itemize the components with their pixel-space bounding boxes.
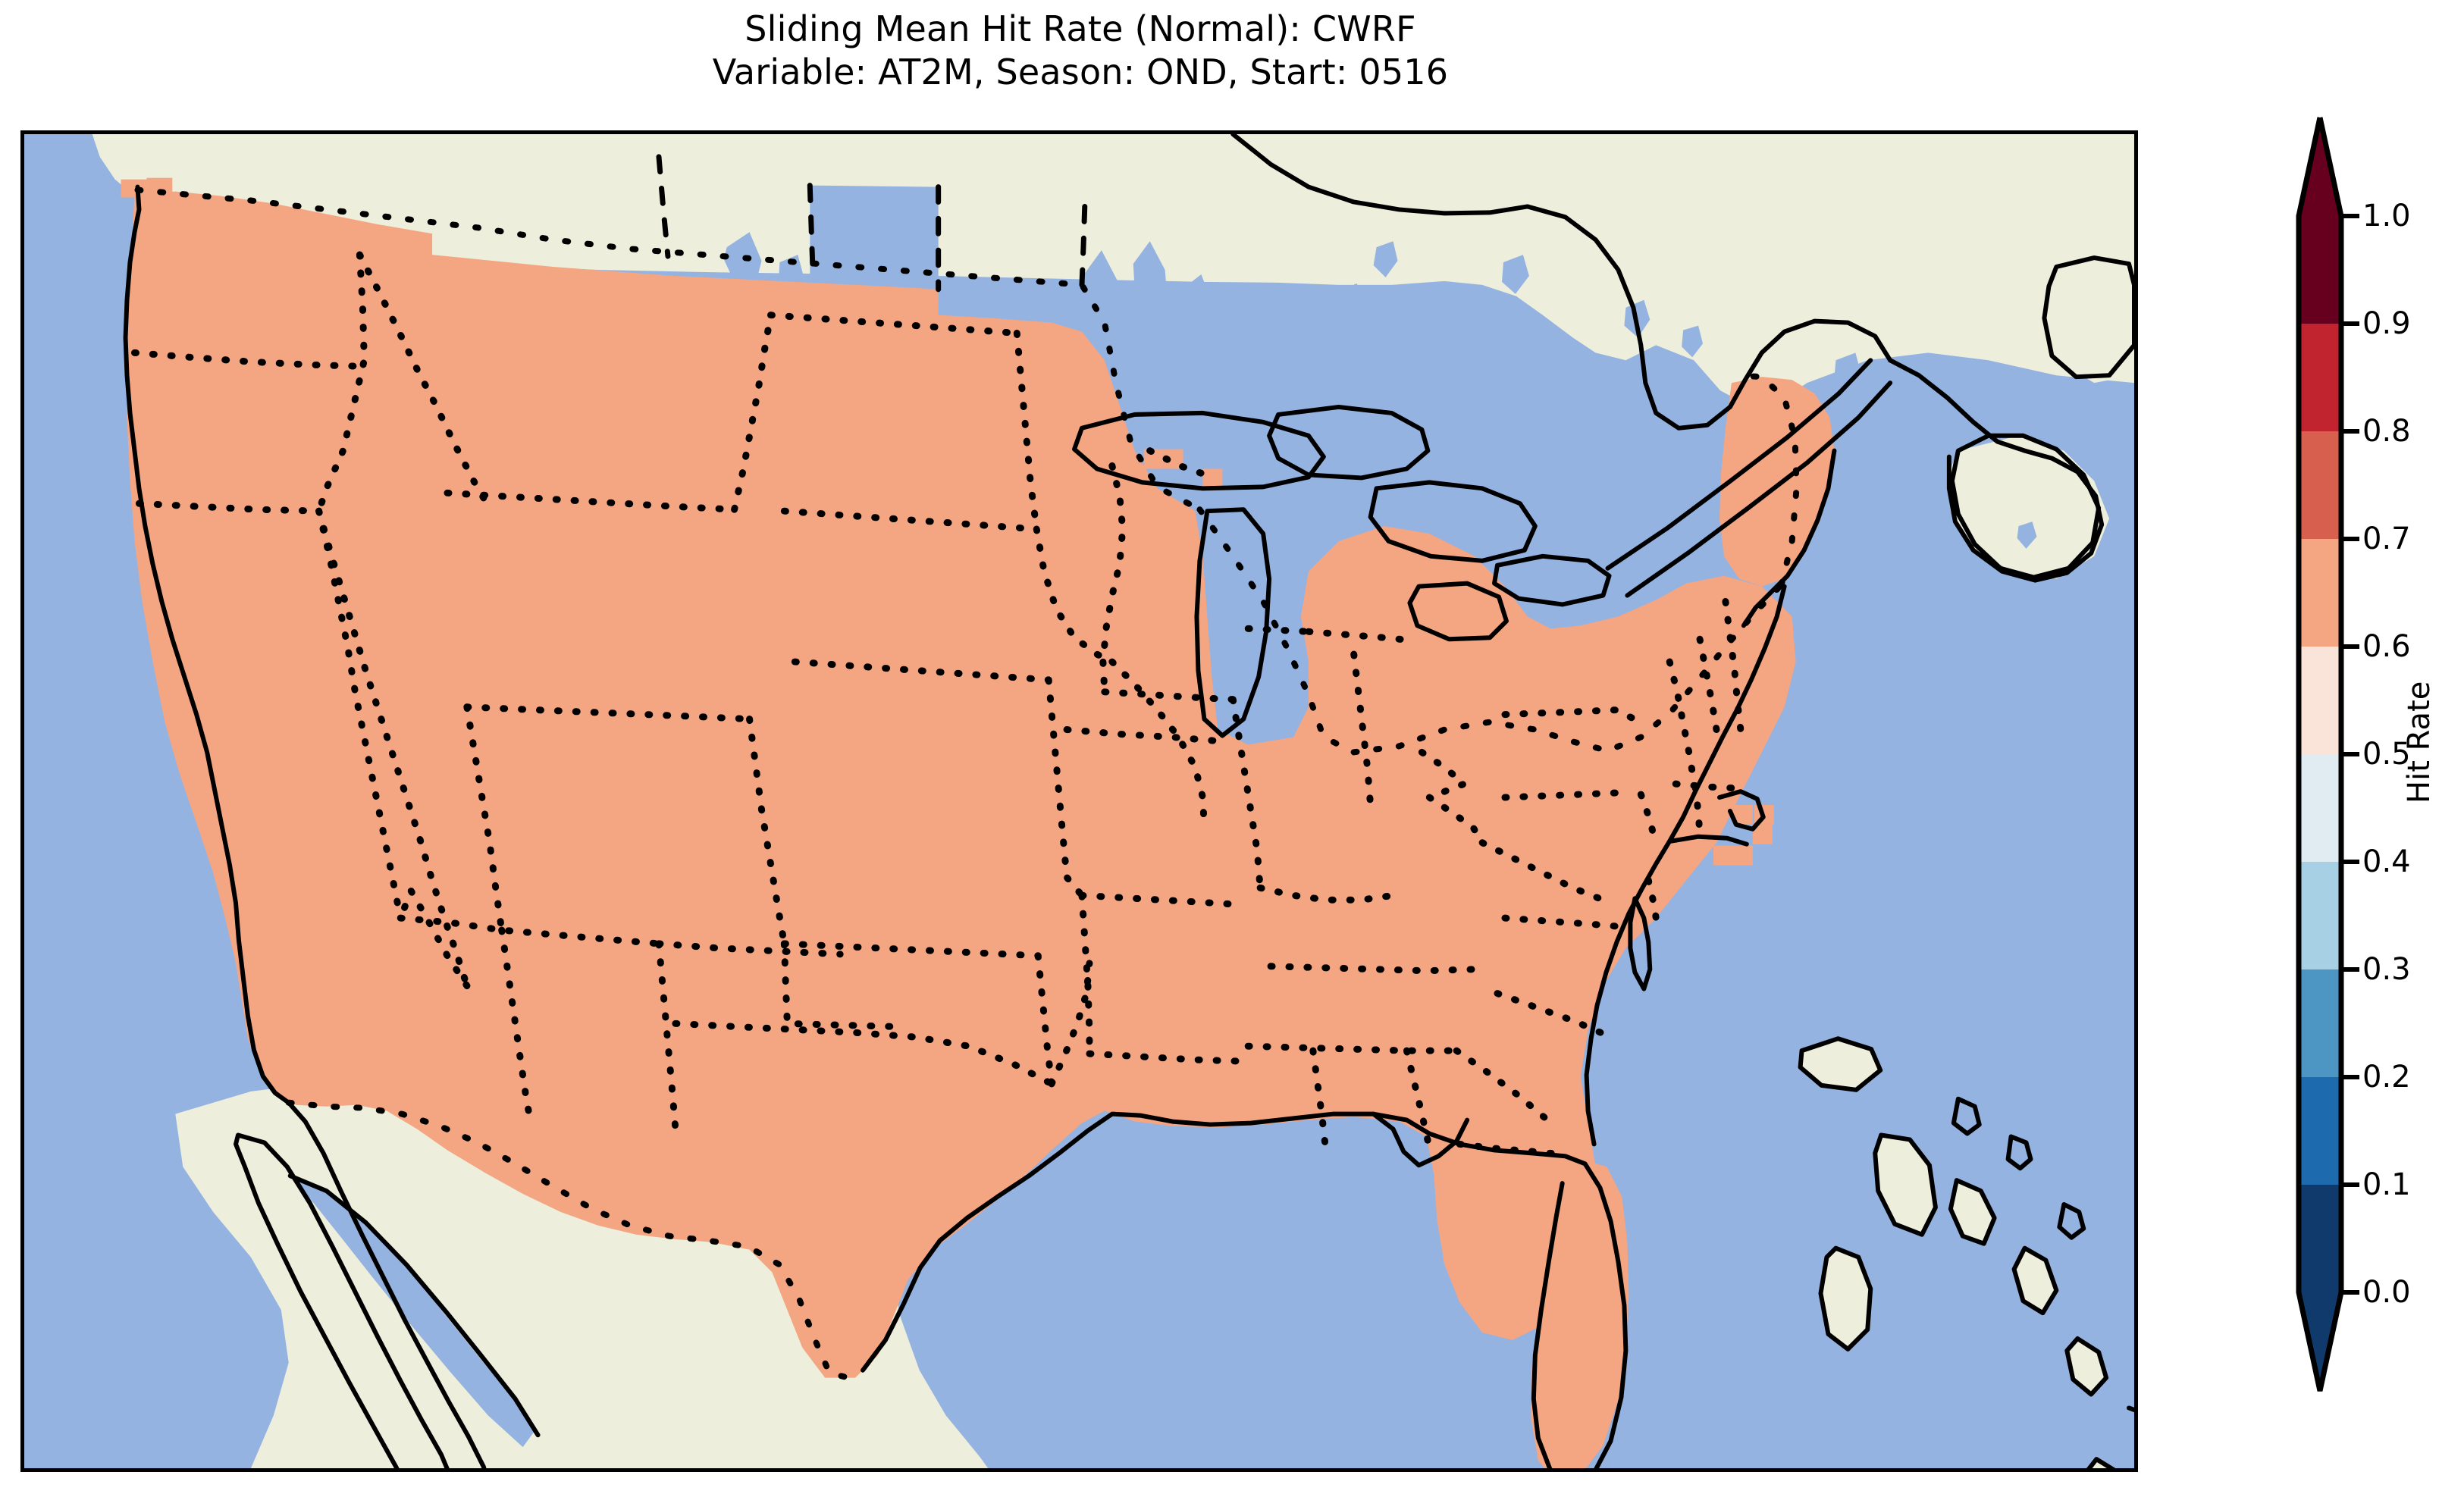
page-title: Sliding Mean Hit Rate (Normal): CWRF Var… — [0, 8, 2161, 94]
colorbar-tick-label: 0.0 — [2362, 1275, 2411, 1310]
colorbar-ticks — [2341, 214, 2359, 1295]
province-border-layer — [656, 154, 1088, 293]
colorbar-bands — [2299, 117, 2341, 1391]
colorbar-tick-label: 0.2 — [2362, 1060, 2411, 1095]
international-border-layer — [134, 186, 1800, 1383]
colorbar-tick-label: 1.0 — [2362, 199, 2411, 233]
state-border-layer — [130, 251, 1745, 1158]
title-line-2: Variable: AT2M, Season: OND, Start: 0516 — [712, 52, 1449, 93]
colorbar-tick-label: 0.8 — [2362, 414, 2411, 449]
colorbar-tick-label: 0.1 — [2362, 1167, 2411, 1202]
colorbar-tick-label: 0.9 — [2362, 306, 2411, 341]
colorbar-tick-label: 0.7 — [2362, 521, 2411, 556]
data-overlay — [121, 177, 1835, 1468]
colorbar-axis-label: Hit Rate — [2402, 681, 2437, 803]
colorbar-tick-label: 0.5 — [2362, 737, 2411, 772]
map-canvas[interactable] — [20, 130, 2138, 1472]
title-line-1: Sliding Mean Hit Rate (Normal): CWRF — [745, 8, 1416, 49]
colorbar-tick-label: 0.6 — [2362, 629, 2411, 664]
colorbar[interactable]: 1.0 0.9 0.8 0.7 0.6 0.5 0.4 0.3 0.2 0.1 … — [2296, 117, 2411, 1392]
colorbar-tick-label: 0.3 — [2362, 952, 2411, 987]
map-graphic — [92, 134, 2134, 1468]
colorbar-graphic — [2296, 117, 2359, 1392]
coastline-layer — [123, 134, 2134, 1468]
colorbar-tick-label: 0.4 — [2362, 844, 2411, 879]
